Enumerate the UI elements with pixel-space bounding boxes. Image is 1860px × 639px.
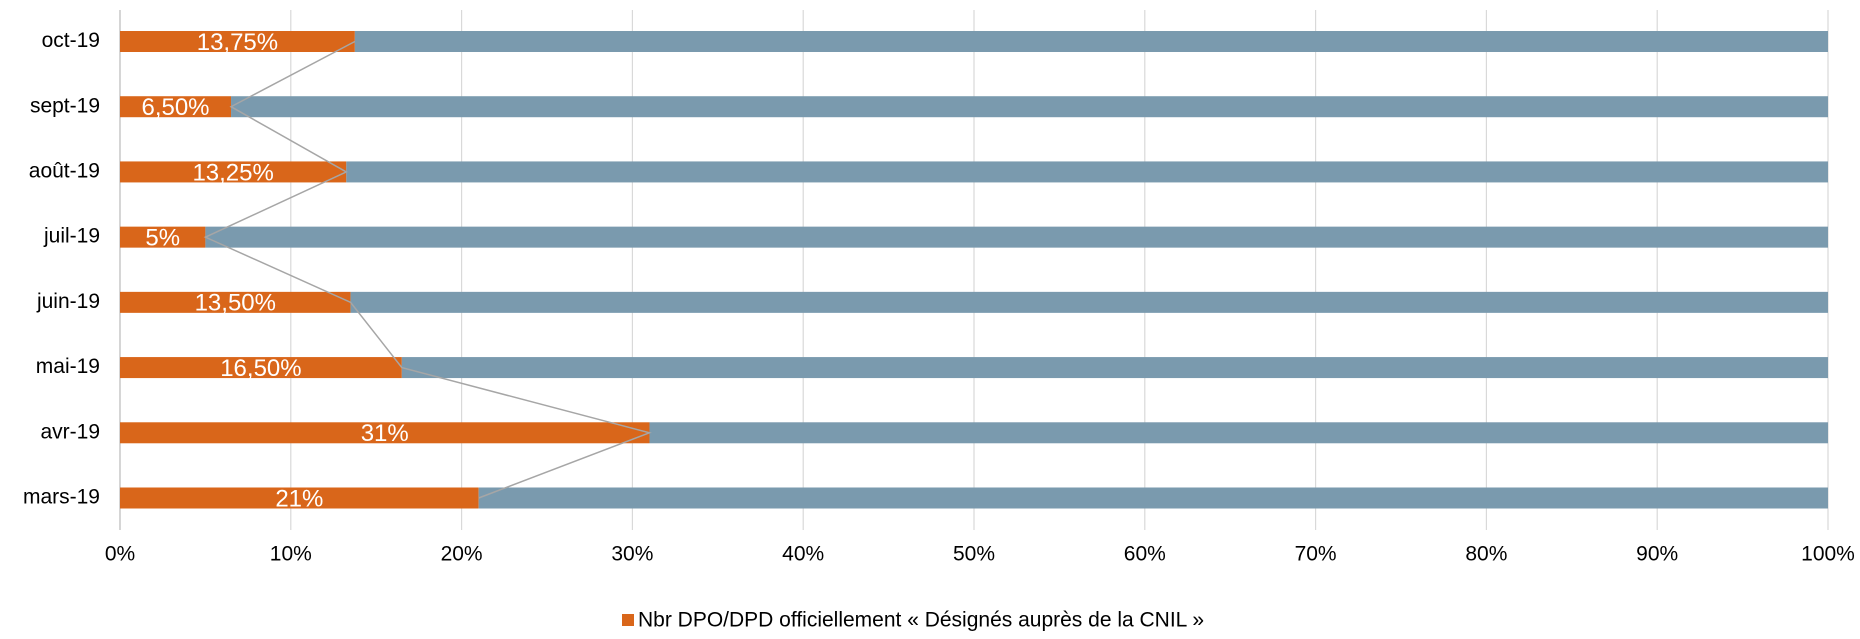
bar-segment	[120, 226, 206, 248]
data-label: 6,50%	[141, 94, 209, 121]
data-label: 31%	[361, 420, 409, 447]
x-tick-label: 70%	[1295, 543, 1337, 566]
bar-segment	[346, 161, 1828, 183]
y-tick-label: oct-19	[42, 29, 100, 52]
data-label: 5%	[145, 224, 180, 251]
y-tick-label: juin-19	[36, 290, 100, 313]
bar-segment	[120, 31, 355, 52]
bar-segment	[649, 422, 1828, 444]
x-tick-label: 50%	[953, 543, 995, 566]
bar-segment	[354, 31, 1829, 52]
y-tick-label: mars-19	[23, 486, 100, 509]
x-tick-label: 80%	[1465, 543, 1507, 566]
bar-segment	[120, 487, 479, 509]
x-tick-label: 60%	[1124, 543, 1166, 566]
bar-segment	[478, 487, 1829, 509]
bar-segment	[120, 291, 351, 313]
y-tick-label: août-19	[29, 159, 100, 182]
x-tick-label: 0%	[105, 543, 135, 566]
series-line	[203, 40, 652, 499]
bar-segment	[350, 291, 1829, 313]
x-tick-label: 10%	[270, 543, 312, 566]
x-tick-label: 30%	[611, 543, 653, 566]
x-tick-label: 100%	[1801, 543, 1855, 566]
bar-segment	[120, 422, 650, 444]
x-tick-label: 90%	[1636, 543, 1678, 566]
data-label: 13,25%	[192, 159, 273, 186]
bar-segment	[205, 226, 1828, 248]
y-tick-label: sept-19	[30, 94, 100, 117]
bar-segment	[120, 161, 347, 183]
bar-segment	[120, 96, 232, 118]
data-label: 13,50%	[195, 290, 276, 317]
x-tick-label: 40%	[782, 543, 824, 566]
data-label: 16,50%	[220, 355, 301, 382]
x-tick-label: 20%	[441, 543, 483, 566]
legend-label: Nbr DPO/DPD officiellement « Désignés au…	[638, 609, 1204, 632]
bar-segment	[401, 357, 1828, 379]
legend-swatch	[622, 614, 634, 626]
y-tick-label: mai-19	[36, 355, 100, 378]
y-tick-label: juil-19	[43, 225, 100, 248]
data-label: 13,75%	[197, 29, 278, 56]
bar-segment	[231, 96, 1828, 118]
bar-segment	[120, 357, 402, 379]
data-label: 21%	[275, 485, 323, 512]
y-tick-label: avr-19	[40, 420, 100, 443]
